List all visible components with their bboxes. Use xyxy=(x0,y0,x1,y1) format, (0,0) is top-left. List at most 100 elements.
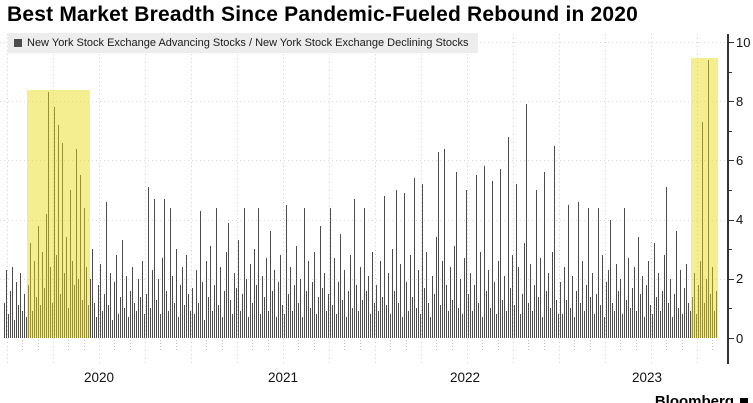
gridline-vertical xyxy=(605,34,606,364)
bar xyxy=(8,314,10,338)
bar xyxy=(64,272,66,338)
bar xyxy=(176,249,178,338)
bar xyxy=(342,299,344,338)
bar xyxy=(360,267,362,338)
y-axis-line xyxy=(727,34,729,364)
bar xyxy=(552,252,554,338)
bar xyxy=(296,246,298,338)
bar xyxy=(268,311,270,338)
month-tick-icon xyxy=(298,340,300,351)
bar xyxy=(170,207,172,338)
legend-label: New York Stock Exchange Advancing Stocks… xyxy=(27,37,469,49)
bar xyxy=(370,314,372,338)
month-tick-icon xyxy=(681,340,683,351)
bar xyxy=(616,264,618,338)
bar xyxy=(178,317,180,338)
bar xyxy=(100,264,102,338)
bar xyxy=(292,311,294,338)
bar xyxy=(138,278,140,338)
bar xyxy=(474,284,476,338)
bar xyxy=(566,299,568,338)
bar xyxy=(162,258,164,338)
bar xyxy=(374,302,376,338)
bar xyxy=(52,302,54,338)
bar xyxy=(206,261,208,338)
bar xyxy=(702,121,704,338)
bar xyxy=(642,275,644,338)
bar xyxy=(450,267,452,338)
bar xyxy=(182,267,184,338)
y-tick-icon xyxy=(728,101,734,103)
bar xyxy=(246,278,248,338)
bar xyxy=(562,314,564,338)
bar xyxy=(194,314,196,338)
bar xyxy=(708,59,710,338)
bar xyxy=(260,314,262,338)
bar xyxy=(482,317,484,338)
bar xyxy=(504,275,506,338)
bar xyxy=(576,290,578,338)
bar xyxy=(346,317,348,338)
bar xyxy=(700,261,702,338)
bar xyxy=(572,275,574,338)
bar xyxy=(208,296,210,338)
bar xyxy=(534,284,536,338)
y-tick-icon xyxy=(728,42,734,43)
bar xyxy=(50,267,52,338)
gridline-vertical xyxy=(145,34,146,364)
y-tick-icon xyxy=(728,338,734,339)
bar xyxy=(210,246,212,338)
bar xyxy=(120,296,122,338)
bar xyxy=(364,207,366,338)
bar xyxy=(420,314,422,338)
bar xyxy=(344,269,346,338)
bar xyxy=(318,296,320,338)
month-tick-icon xyxy=(221,340,223,351)
bar xyxy=(164,198,166,338)
bar xyxy=(122,240,124,338)
bar xyxy=(500,169,502,338)
bar xyxy=(90,278,92,338)
bar xyxy=(308,261,310,338)
bar xyxy=(104,293,106,338)
month-tick-icon xyxy=(390,340,392,351)
bar xyxy=(602,255,604,338)
bar xyxy=(660,311,662,338)
bar xyxy=(676,231,678,338)
bar xyxy=(618,290,620,338)
bar xyxy=(592,272,594,338)
bar xyxy=(60,293,62,338)
bar xyxy=(146,293,148,338)
bar xyxy=(582,261,584,338)
bar xyxy=(148,187,150,338)
bar xyxy=(638,237,640,338)
bar xyxy=(16,281,18,338)
gridline-vertical xyxy=(53,34,54,364)
bar xyxy=(640,293,642,338)
bar xyxy=(320,225,322,338)
bar xyxy=(98,284,100,338)
bar xyxy=(48,92,50,338)
bar xyxy=(644,317,646,338)
bar xyxy=(698,284,700,338)
bar xyxy=(490,308,492,338)
bar xyxy=(188,293,190,338)
month-tick-icon xyxy=(129,340,131,351)
bar xyxy=(488,269,490,338)
bar xyxy=(160,314,162,338)
bar xyxy=(452,299,454,338)
bar xyxy=(12,267,14,338)
bar xyxy=(658,272,660,338)
bar xyxy=(554,145,556,338)
bar xyxy=(654,243,656,338)
y-tick-label: 6 xyxy=(736,152,744,168)
bar xyxy=(690,311,692,338)
bar xyxy=(286,204,288,338)
x-year-label: 2020 xyxy=(83,370,115,385)
bar xyxy=(172,275,174,338)
bar xyxy=(424,287,426,338)
bar xyxy=(544,172,546,338)
bar xyxy=(568,204,570,338)
bar xyxy=(528,302,530,338)
